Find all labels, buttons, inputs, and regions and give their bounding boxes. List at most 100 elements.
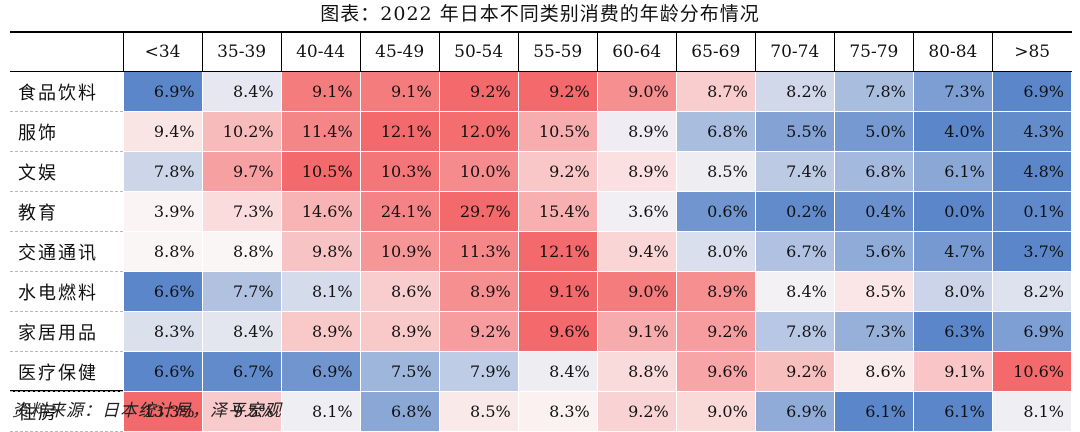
heatmap-cell: 6.9% <box>754 391 835 432</box>
heatmap-cell: 7.5% <box>359 351 440 392</box>
age-header: 45-49 <box>359 32 440 72</box>
heatmap-cell: 9.1% <box>280 71 361 112</box>
corner-cell <box>10 32 124 72</box>
heatmap-cell: 10.5% <box>280 151 361 192</box>
heatmap-cell: 9.7% <box>201 151 282 192</box>
heatmap-cell: 12.1% <box>359 111 440 152</box>
heatmap-cell: 12.0% <box>438 111 519 152</box>
heatmap-cell: 6.1% <box>833 391 914 432</box>
heatmap-cell: 6.1% <box>912 151 993 192</box>
heatmap-cell: 7.3% <box>833 311 914 352</box>
heatmap-cell: 8.8% <box>122 231 203 272</box>
heatmap-cell: 8.9% <box>596 111 677 152</box>
heatmap-cell: 8.7% <box>675 71 756 112</box>
heatmap-cell: 7.3% <box>201 191 282 232</box>
heatmap-cell: 9.1% <box>359 71 440 112</box>
category-label: 教育 <box>10 191 124 232</box>
heatmap-cell: 5.5% <box>754 111 835 152</box>
heatmap-cell: 8.2% <box>991 271 1073 312</box>
heatmap-cell: 7.8% <box>833 71 914 112</box>
heatmap-cell: 8.9% <box>359 311 440 352</box>
heatmap-cell: 9.2% <box>596 391 677 432</box>
heatmap-cell: 0.4% <box>833 191 914 232</box>
heatmap-cell: 4.8% <box>991 151 1073 192</box>
heatmap-cell: 10.6% <box>991 351 1073 392</box>
age-header: <34 <box>122 32 203 72</box>
heatmap-cell: 8.4% <box>517 351 598 392</box>
heatmap-cell: 8.9% <box>280 311 361 352</box>
table-row: 医疗保健 6.6% 6.7% 6.9% 7.5% 7.9% 8.4% 8.8% 9.6% 9.2%… <box>10 351 1073 392</box>
heatmap-cell: 8.9% <box>596 151 677 192</box>
heatmap-cell: 7.9% <box>438 351 519 392</box>
heatmap-cell: 9.6% <box>675 351 756 392</box>
heatmap-cell: 8.0% <box>912 271 993 312</box>
heatmap-cell: 6.8% <box>359 391 440 432</box>
category-label: 住房 <box>10 391 124 432</box>
heatmap-cell: 8.9% <box>675 271 756 312</box>
age-header: 60-64 <box>596 32 677 72</box>
heatmap-cell: 0.0% <box>912 191 993 232</box>
heatmap-cell: 6.8% <box>675 111 756 152</box>
age-header: >85 <box>991 32 1072 72</box>
heatmap-cell: 8.8% <box>596 351 677 392</box>
heatmap-cell: 9.5% <box>201 391 282 432</box>
heatmap-cell: 9.8% <box>280 231 361 272</box>
heatmap-cell: 6.9% <box>991 311 1073 352</box>
heatmap-cell: 6.7% <box>201 351 282 392</box>
heatmap-table: <34 35-39 40-44 45-49 50-54 55-59 60-64 … <box>10 32 1073 432</box>
table-row: 水电燃料 6.6% 7.7% 8.1% 8.6% 8.9% 9.1% 9.0% 8.9% 8.4%… <box>10 271 1073 312</box>
heatmap-cell: 8.6% <box>833 351 914 392</box>
heatmap-cell: 24.1% <box>359 191 440 232</box>
heatmap-cell: 6.6% <box>122 271 203 312</box>
heatmap-cell: 8.5% <box>833 271 914 312</box>
heatmap-cell: 5.0% <box>833 111 914 152</box>
table-row: 教育 3.9% 7.3% 14.6% 24.1% 29.7% 15.4% 3.6% 0.6% 0.… <box>10 191 1073 232</box>
heatmap-cell: 8.1% <box>280 271 361 312</box>
source-note: 资料来源：日本统计局，泽平宏观 <box>12 401 282 421</box>
chart-title: 图表：2022 年日本不同类别消费的年龄分布情况 <box>320 3 760 25</box>
heatmap-cell: 7.8% <box>122 151 203 192</box>
category-label: 服饰 <box>10 111 124 152</box>
heatmap-cell: 8.4% <box>754 271 835 312</box>
age-header: 75-79 <box>833 32 914 72</box>
heatmap-cell: 9.2% <box>438 71 519 112</box>
table-row: 住房 13.3% 9.5% 8.1% 6.8% 8.5% 8.3% 9.2% 9.0% 6.9% 6… <box>10 391 1073 432</box>
heatmap-cell: 10.9% <box>359 231 440 272</box>
heatmap-cell: 4.0% <box>912 111 993 152</box>
heatmap-cell: 10.0% <box>438 151 519 192</box>
heatmap-cell: 9.1% <box>517 271 598 312</box>
heatmap-cell: 9.1% <box>912 351 993 392</box>
age-header: 35-39 <box>201 32 282 72</box>
heatmap-cell: 6.1% <box>912 391 993 432</box>
heatmap-cell: 6.9% <box>280 351 361 392</box>
heatmap-cell: 9.6% <box>517 311 598 352</box>
heatmap-cell: 9.2% <box>675 311 756 352</box>
heatmap-cell: 7.4% <box>754 151 835 192</box>
heatmap-cell: 14.6% <box>280 191 361 232</box>
heatmap-cell: 29.7% <box>438 191 519 232</box>
heatmap-cell: 9.1% <box>596 311 677 352</box>
heatmap-cell: 9.2% <box>517 151 598 192</box>
category-label: 文娱 <box>10 151 124 192</box>
heatmap-cell: 8.9% <box>438 271 519 312</box>
age-header: 40-44 <box>280 32 361 72</box>
table-row: 食品饮料 6.9% 8.4% 9.1% 9.1% 9.2% 9.2% 9.0% 8.7% 8.2%… <box>10 71 1073 112</box>
heatmap-cell: 8.4% <box>201 311 282 352</box>
heatmap-cell: 0.6% <box>675 191 756 232</box>
header-row: <34 35-39 40-44 45-49 50-54 55-59 60-64 … <box>10 32 1072 72</box>
heatmap-cell: 6.6% <box>122 351 203 392</box>
heatmap-cell: 6.9% <box>122 71 203 112</box>
heatmap-cell: 9.4% <box>596 231 677 272</box>
heatmap-body: 食品饮料 6.9% 8.4% 9.1% 9.1% 9.2% 9.2% 9.0% 8.7% 8.2%… <box>10 71 1073 432</box>
heatmap-cell: 8.5% <box>438 391 519 432</box>
table-row: 交通通讯 8.8% 8.8% 9.8% 10.9% 11.3% 12.1% 9.4% 8.0% 6… <box>10 231 1073 272</box>
category-label: 水电燃料 <box>10 271 124 312</box>
heatmap-cell: 11.4% <box>280 111 361 152</box>
heatmap-cell: 8.4% <box>201 71 282 112</box>
heatmap-cell: 4.7% <box>912 231 993 272</box>
table-row: 家居用品 8.3% 8.4% 8.9% 8.9% 9.2% 9.6% 9.1% 9.2% 7.8%… <box>10 311 1073 352</box>
heatmap-cell: 8.5% <box>675 151 756 192</box>
heatmap-cell: 8.8% <box>201 231 282 272</box>
heatmap-cell: 7.8% <box>754 311 835 352</box>
heatmap-cell: 8.3% <box>517 391 598 432</box>
